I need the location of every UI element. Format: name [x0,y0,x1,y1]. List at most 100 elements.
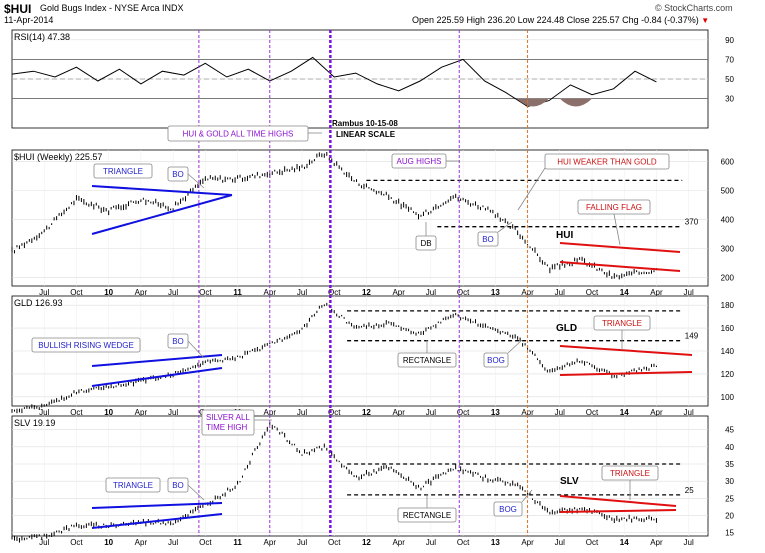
gld-bo-text: BO [172,337,184,346]
gld-panel-label: GLD [556,323,577,334]
hui-tick-label: 200 [721,273,735,282]
slv-bog-arrow [521,489,533,503]
hui-x-tick-label: 14 [620,288,629,297]
hui-x-tick-label: Oct [328,288,341,297]
slv-tick-label: 45 [725,426,734,435]
gld-wedge-lower [91,367,223,387]
slv-x-tick-label: Oct [586,538,599,547]
gld-x-tick-label: Jul [39,408,49,417]
slv-tick-label: 40 [725,443,734,452]
slv-triangle-lower [559,509,677,513]
hui-flag-upper [559,242,681,253]
gld-triangle-callout-text: TRIANGLE [602,319,642,328]
hui-x-tick-label: Apr [650,288,663,297]
gld-rectangle-text: RECTANGLE [403,356,451,365]
gld-wedge-callout-text: BULLISH RISING WEDGE [38,341,134,350]
slv-x-tick-label: Jul [555,538,565,547]
gld-x-tick-label: Oct [586,408,599,417]
hui-bo2-text: BO [482,235,494,244]
slv-x-tick-label: 13 [491,538,500,547]
slv-price-bars [11,422,657,543]
hui-x-tick-label: Jul [297,288,307,297]
silver-ath-text: TIME HIGH [206,423,248,432]
slv-panel-label: SLV [560,476,579,487]
hui-weaker-box [544,153,670,170]
slv-tick-label: 35 [725,460,734,469]
hui-bo2-arrow [497,221,513,233]
slv-x-tick-label: Oct [199,538,212,547]
hui-x-tick-label: Oct [457,288,470,297]
slv-triangle-callout-blue-box [105,477,161,493]
gld-triangle-lower [559,371,693,376]
credit-line1: Rambus 10-15-08 [332,119,398,128]
slv-x-tick-label: Oct [457,538,470,547]
hui-triangle-lower [91,194,233,235]
gld-tick-label: 120 [721,370,735,379]
rsi-oversold-fill [559,98,592,107]
falling-flag-arrow [613,213,621,246]
slv-tick-label: 20 [725,511,734,520]
chart-symbol: $HUI [4,2,32,16]
aug-highs-text: AUG HIGHS [397,157,442,166]
slv-frame [11,415,709,537]
hui-triangle-callout-box [93,163,153,179]
hui-x-tick-label: 12 [362,288,371,297]
slv-x-tick-label: Jul [297,538,307,547]
slv-triangle-callout-text: TRIANGLE [610,469,650,478]
ohlc-readout: Open 225.59 High 236.20 Low 224.48 Close… [412,15,709,25]
hui-bo-arrow [187,173,205,189]
hui-gold-ath-box [167,125,309,142]
hui-tick-label: 400 [721,215,735,224]
gld-x-tick-label: 14 [620,408,629,417]
silver-ath-box [201,409,255,436]
hui-x-tick-label: 11 [233,288,242,297]
slv-x-tick-label: Jul [426,538,436,547]
slv-triangle-upper [559,495,677,507]
hui-x-tick-label: Jul [555,288,565,297]
gld-title: GLD 126.93 [14,298,63,308]
gld-tick-label: 180 [721,301,735,310]
gld-x-tick-label: Oct [70,408,83,417]
hui-x-tick-label: Jul [684,288,694,297]
hui-gold-ath-text: HUI & GOLD ALL TIME HIGHS [183,130,294,139]
slv-tick-label: 25 [725,494,734,503]
rsi-line [11,56,657,107]
hui-triangle-callout-text: TRIANGLE [103,167,143,176]
hui-db-text: DB [420,239,431,248]
hui-x-tick-label: Jul [426,288,436,297]
gld-wedge-callout-box [31,337,141,353]
slv-x-tick-label: Apr [650,538,663,547]
hui-weaker-arrow [517,167,546,211]
slv-x-tick-label: Apr [521,538,534,547]
hui-x-tick-label: Apr [135,288,148,297]
falling-flag-text: FALLING FLAG [586,203,642,212]
hui-bo2-box [477,231,499,247]
hui-x-tick-label: Oct [586,288,599,297]
gld-x-tick-label: Jul [684,408,694,417]
rsi-title: RSI(14) 47.38 [14,32,70,42]
gld-x-tick-label: 10 [104,408,113,417]
slv-triangle-lower [91,513,223,529]
slv-x-tick-label: Jul [684,538,694,547]
slv-x-tick-label: Jul [168,538,178,547]
gld-level-label: 149 [685,332,699,341]
slv-x-tick-label: 14 [620,538,629,547]
gld-tick-label: 140 [721,347,735,356]
watermark: © StockCharts.com [655,3,733,13]
ohlc-values: Open 225.59 High 236.20 Low 224.48 Close… [412,15,699,25]
gld-triangle-upper [559,345,693,356]
gld-x-tick-label: Oct [457,408,470,417]
hui-price-bars [11,151,657,280]
hui-panel-label: HUI [556,230,573,241]
slv-x-tick-label: 12 [362,538,371,547]
rsi-tick-label: 90 [725,36,734,45]
slv-x-tick-label: 11 [233,538,242,547]
slv-rectangle-text: RECTANGLE [403,511,451,520]
slv-x-tick-label: Apr [264,538,277,547]
gld-bog-arrow [507,339,523,354]
hui-tick-label: 600 [721,158,735,167]
slv-tick-label: 15 [725,529,734,538]
gld-tick-label: 160 [721,324,735,333]
gld-x-tick-label: Apr [650,408,663,417]
hui-x-tick-label: Oct [199,288,212,297]
